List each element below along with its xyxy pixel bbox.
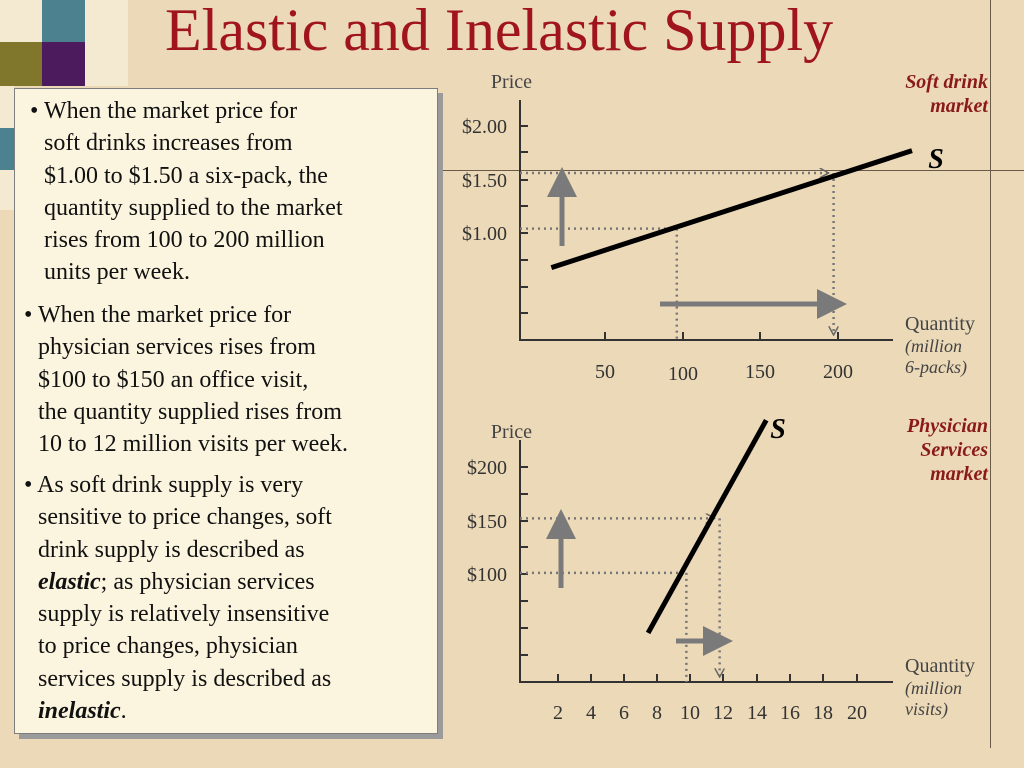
supply-curve-label: S — [770, 414, 786, 445]
y-tick-label: $200 — [467, 457, 507, 479]
line: physician services rises from — [38, 334, 316, 361]
text-panel: • When the market price for soft drinks … — [14, 88, 438, 734]
line: . — [120, 698, 127, 725]
line: $100 to $150 an office visit, — [38, 366, 309, 393]
market-label: Soft drink — [905, 71, 988, 93]
supply-curve-label: S — [928, 144, 944, 175]
line: quantity supplied to the market — [44, 194, 343, 221]
x-tick-label: 8 — [652, 702, 662, 724]
line: 10 to 12 million visits per week. — [38, 431, 348, 458]
line: • When the market price for — [24, 302, 292, 328]
decor-square-1 — [0, 0, 42, 42]
term-elastic: elastic — [38, 568, 101, 595]
market-label: Physician — [906, 415, 988, 437]
x-tick-label: 4 — [586, 702, 596, 724]
x-tick-label: 20 — [847, 702, 867, 724]
decor-square-6 — [85, 42, 128, 86]
x-tick-label: 12 — [713, 702, 733, 724]
y-tick-label: $150 — [467, 511, 507, 533]
x-tick-label: 14 — [747, 702, 767, 724]
x-tick-label: 10 — [680, 702, 700, 724]
decor-square-5 — [42, 42, 85, 86]
bullet-physician: • When the market price for physician se… — [24, 299, 348, 460]
y-tick-label: $2.00 — [462, 116, 507, 138]
x-axis-title: Quantity — [905, 313, 975, 335]
x-tick-label: 2 — [553, 702, 563, 724]
line: ; as physician services — [100, 568, 315, 595]
y-tick-label: $1.00 — [462, 223, 507, 245]
x-axis-unit: (million — [905, 678, 962, 699]
y-tick-label: $100 — [467, 564, 507, 586]
y-axis-title: Price — [491, 71, 532, 93]
x-axis-unit: visits) — [905, 699, 948, 720]
decor-square-9 — [0, 170, 14, 210]
line: soft drinks increases from — [44, 130, 293, 157]
bullet-elasticity: • As soft drink supply is very sensitive… — [24, 469, 332, 727]
decor-square-7 — [0, 86, 14, 128]
x-tick-label: 16 — [780, 702, 800, 724]
line: supply is relatively insensitive — [38, 601, 330, 628]
bullet-soft-drink: • When the market price for soft drinks … — [30, 95, 343, 289]
decor-square-8 — [0, 128, 14, 170]
divider-line-vertical — [990, 0, 991, 748]
term-inelastic: inelastic — [38, 698, 121, 725]
supply-curve — [645, 418, 769, 635]
x-tick-label: 150 — [745, 361, 775, 383]
line: services supply is described as — [38, 665, 332, 692]
y-tick-label: $1.50 — [462, 170, 507, 192]
decor-square-3 — [85, 0, 128, 42]
line: • When the market price for — [30, 98, 298, 124]
market-label: market — [930, 463, 989, 485]
x-tick-label: 18 — [813, 702, 833, 724]
line: rises from 100 to 200 million — [44, 227, 325, 254]
market-label: market — [930, 95, 989, 117]
x-tick-label: 200 — [823, 361, 853, 383]
line: • As soft drink supply is very — [24, 472, 304, 498]
x-tick-label: 100 — [668, 363, 698, 385]
y-axis-title: Price — [491, 421, 532, 443]
x-axis-unit: 6-packs) — [905, 357, 967, 378]
x-axis-unit: (million — [905, 336, 962, 357]
line: sensitive to price changes, soft — [38, 504, 332, 531]
line: units per week. — [44, 259, 190, 286]
market-label: Services — [920, 439, 988, 461]
line: to price changes, physician — [38, 633, 298, 660]
decor-square-4 — [0, 42, 42, 86]
line: drink supply is described as — [38, 536, 305, 563]
x-axis-title: Quantity — [905, 655, 975, 677]
x-tick-label: 50 — [595, 361, 615, 383]
slide-title: Elastic and Inelastic Supply — [165, 0, 834, 63]
divider-line — [436, 170, 1024, 171]
supply-curve — [550, 148, 913, 270]
line: $1.00 to $1.50 a six-pack, the — [44, 162, 328, 189]
line: the quantity supplied rises from — [38, 398, 342, 425]
x-tick-label: 6 — [619, 702, 629, 724]
decor-square-2 — [42, 0, 85, 42]
